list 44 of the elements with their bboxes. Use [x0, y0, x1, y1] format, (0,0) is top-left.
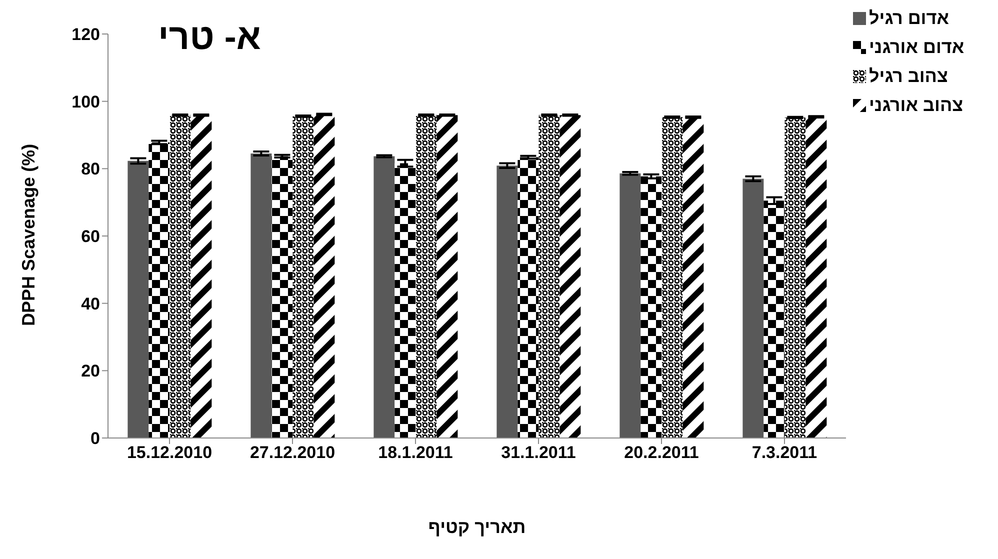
y-tick-label: 100: [72, 92, 100, 112]
y-tick-label: 0: [90, 429, 100, 448]
bar: [250, 154, 272, 438]
bar: [640, 176, 662, 438]
bar: [128, 160, 149, 438]
x-axis-title: תאריך קטיף: [428, 517, 526, 537]
bar: [394, 163, 416, 438]
bar: [662, 117, 683, 438]
y-tick-label: 120: [72, 25, 100, 44]
legend-label: אדום אורגני: [869, 37, 964, 58]
bar: [742, 178, 764, 438]
bar: [764, 200, 785, 438]
bar: [292, 116, 314, 438]
x-tick-label: 7.3.2011: [752, 443, 818, 462]
y-axis-title: DPPH Scavenage (%): [18, 144, 38, 326]
bar: [190, 115, 212, 438]
x-tick-label: 27.12.2010: [250, 443, 336, 462]
bar: [560, 115, 581, 438]
bar: [314, 114, 335, 438]
bar: [784, 117, 806, 438]
x-tick-label: 20.2.2011: [624, 443, 699, 462]
legend-label: צהוב רגיל: [869, 66, 948, 87]
y-tick-label: 60: [81, 227, 100, 246]
bar: [496, 166, 518, 438]
bar: [538, 115, 560, 438]
x-tick-label: 31.1.2011: [501, 443, 576, 462]
bar: [518, 157, 539, 438]
legend-label: אדום רגיל: [869, 8, 949, 29]
chart-title: א- טרי: [158, 16, 261, 58]
x-tick-label: 18.1.2011: [378, 443, 453, 462]
y-tick-label: 20: [81, 362, 100, 381]
y-tick-label: 80: [81, 160, 100, 179]
bar: [170, 115, 191, 438]
y-tick-label: 40: [81, 294, 100, 314]
bar: [272, 156, 293, 438]
bar: [620, 173, 641, 438]
bar: [806, 116, 827, 438]
legend-label: צהוב אורגני: [869, 95, 964, 116]
bar: [416, 115, 437, 438]
bar: [436, 115, 458, 438]
bar: [682, 117, 704, 438]
bar: [374, 156, 395, 438]
bar: [148, 142, 170, 438]
x-tick-label: 15.12.2010: [126, 443, 212, 462]
